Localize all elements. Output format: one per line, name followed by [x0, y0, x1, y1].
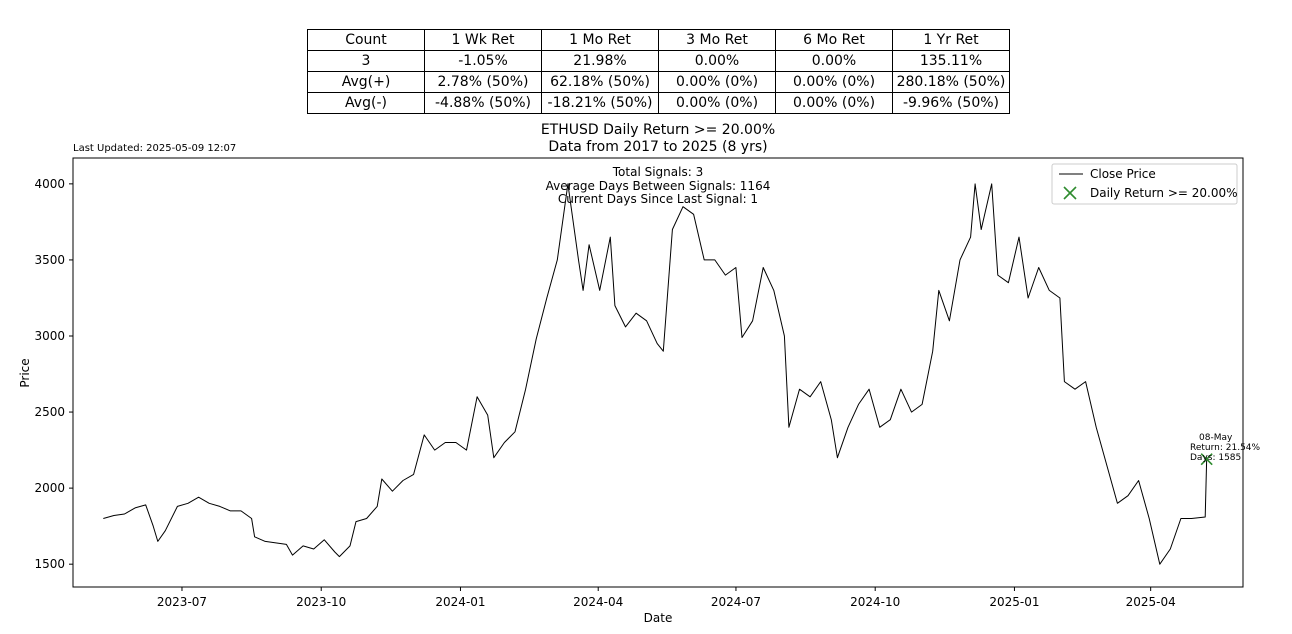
- x-axis-label: Date: [644, 611, 673, 625]
- x-axis: 2023-07 2023-10 2024-01 2024-04 2024-07 2024-…: [157, 587, 1176, 609]
- y-tick-label: 2500: [34, 405, 65, 419]
- x-tick-label: 2024-01: [435, 595, 485, 609]
- stats-box-line: Total Signals: 3: [612, 165, 703, 179]
- last-updated: Last Updated: 2025-05-09 12:07: [73, 143, 236, 154]
- y-axis-label: Price: [18, 358, 32, 387]
- signal-markers: [1200, 453, 1213, 466]
- stats-cell: 0.00% (0%): [775, 92, 893, 114]
- legend: Close Price Daily Return >= 20.00%: [1051, 163, 1238, 205]
- stats-cell: 0.00%: [658, 50, 776, 72]
- stats-cell: 0.00% (0%): [658, 71, 776, 93]
- stats-cell: 0.00% (0%): [658, 92, 776, 114]
- x-tick-label: 2024-04: [573, 595, 623, 609]
- stats-cell: 0.00% (0%): [775, 71, 893, 93]
- y-tick-label: 3500: [34, 253, 65, 267]
- chart-subtitle: Data from 2017 to 2025 (8 yrs): [548, 139, 767, 155]
- chart-title: ETHUSD Daily Return >= 20.00%: [541, 122, 775, 138]
- stats-row: Avg(-) -4.88% (50%) -18.21% (50%) 0.00% …: [307, 92, 1010, 114]
- legend-label: Daily Return >= 20.00%: [1090, 186, 1238, 200]
- stats-box-line: Current Days Since Last Signal: 1: [558, 192, 758, 206]
- annotation-days: Days: 1585: [1190, 453, 1241, 463]
- stats-cell: -9.96% (50%): [892, 92, 1010, 114]
- annotation-date: 08-May: [1199, 433, 1233, 443]
- signal-marker: [1200, 453, 1213, 466]
- legend-label: Close Price: [1090, 167, 1156, 181]
- x-tick-label: 2023-10: [296, 595, 346, 609]
- stats-cell: -4.88% (50%): [424, 92, 542, 114]
- y-tick-label: 4000: [34, 177, 65, 191]
- legend-marker-swatch: [1063, 186, 1077, 200]
- close-price-line: [103, 183, 1208, 565]
- x-tick-label: 2024-07: [711, 595, 761, 609]
- stats-cell: 280.18% (50%): [892, 71, 1010, 93]
- x-tick-label: 2025-01: [989, 595, 1039, 609]
- stats-cell: Avg(-): [307, 92, 425, 114]
- stats-table: Count 1 Wk Ret 1 Mo Ret 3 Mo Ret 6 Mo Re…: [307, 29, 1010, 114]
- legend-box: [1051, 163, 1238, 205]
- stats-cell: -18.21% (50%): [541, 92, 659, 114]
- stats-cell: 21.98%: [541, 50, 659, 72]
- stats-header-cell: 6 Mo Ret: [775, 29, 893, 51]
- stats-box: Total Signals: 3 Average Days Between Si…: [546, 165, 771, 206]
- annotation-return: Return: 21.54%: [1190, 443, 1261, 453]
- y-tick-label: 2000: [34, 481, 65, 495]
- y-axis: 1500 2000 2500 3000 3500 4000: [34, 177, 73, 571]
- y-tick-label: 3000: [34, 329, 65, 343]
- stats-box-line: Average Days Between Signals: 1164: [546, 179, 771, 193]
- signal-annotation: 08-May Return: 21.54% Days: 1585: [1190, 433, 1261, 463]
- x-tick-label: 2024-10: [850, 595, 900, 609]
- x-tick-label: 2025-04: [1126, 595, 1176, 609]
- stats-cell: 135.11%: [892, 50, 1010, 72]
- x-tick-label: 2023-07: [157, 595, 207, 609]
- plot-area: [72, 157, 1244, 588]
- stats-header-row: Count 1 Wk Ret 1 Mo Ret 3 Mo Ret 6 Mo Re…: [307, 29, 1010, 51]
- y-tick-label: 1500: [34, 557, 65, 571]
